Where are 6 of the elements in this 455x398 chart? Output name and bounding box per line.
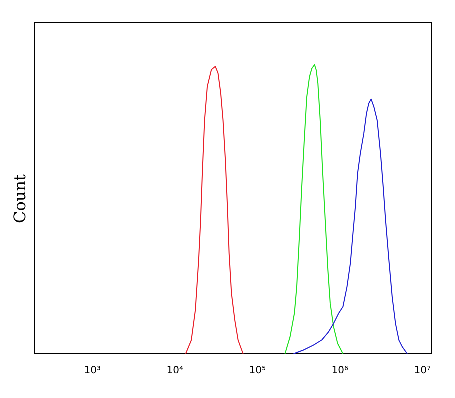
x-tick-label: 10⁵ xyxy=(249,366,266,376)
x-tick-label: 10³ xyxy=(84,366,102,376)
x-tick-label: 10⁶ xyxy=(332,366,348,376)
x-tick-label: 10⁷ xyxy=(414,366,431,376)
x-tick-label: 10⁴ xyxy=(166,366,184,376)
y-axis-title: Count xyxy=(10,174,30,224)
